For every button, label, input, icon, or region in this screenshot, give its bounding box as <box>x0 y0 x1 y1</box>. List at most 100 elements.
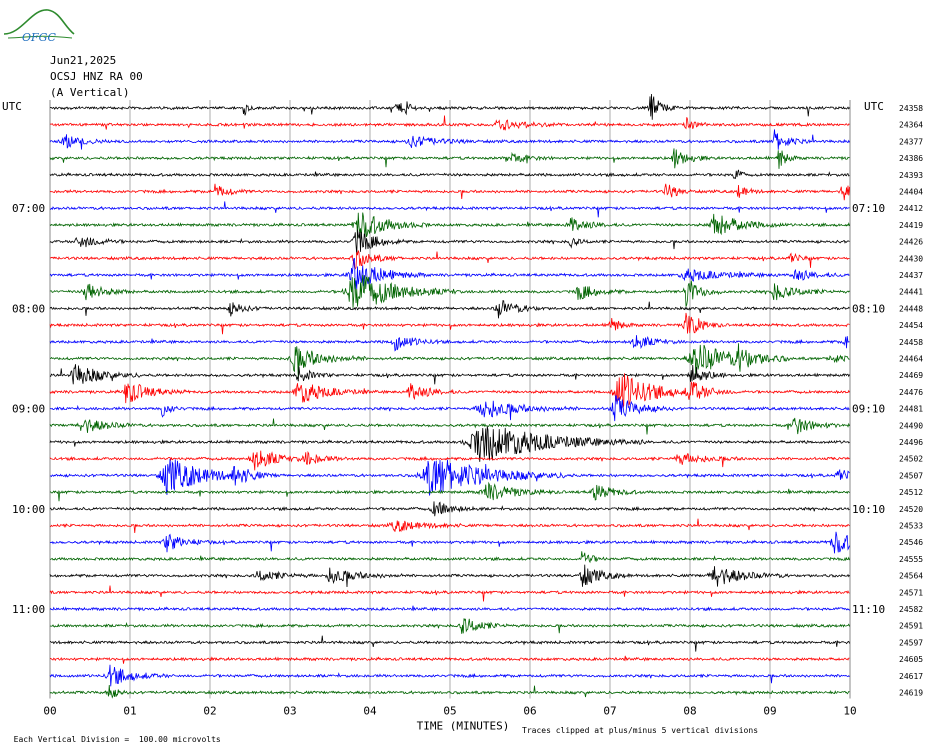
row-number: 24481 <box>899 405 923 414</box>
x-tick-00: 00 <box>43 705 56 718</box>
x-tick-06: 06 <box>523 705 536 718</box>
right-time-label: 10:10 <box>852 503 885 516</box>
x-tick-01: 01 <box>123 705 136 718</box>
station-label: OCSJ HNZ RA 00 <box>50 70 143 83</box>
row-number: 24605 <box>899 655 923 664</box>
trace-row-5 <box>49 183 850 201</box>
row-number: 24437 <box>899 271 923 280</box>
trace-row-12 <box>49 300 850 319</box>
row-number: 24617 <box>899 672 923 681</box>
trace-row-4 <box>49 169 850 180</box>
logo-text: OFGC <box>22 31 56 44</box>
scale-note-text: Each Vertical Division = 100.00 microvol… <box>13 735 221 744</box>
trace-row-33 <box>49 655 850 664</box>
trace-row-17 <box>49 373 850 408</box>
row-number: 24441 <box>899 288 923 297</box>
date-label: Jun21,2025 <box>50 54 117 67</box>
trace-row-1 <box>49 115 850 131</box>
trace-row-27 <box>49 551 850 564</box>
trace-row-0 <box>49 94 850 120</box>
x-tick-05: 05 <box>443 705 456 718</box>
row-number: 24533 <box>899 522 923 531</box>
trace-row-31 <box>49 618 850 634</box>
trace-row-21 <box>49 450 850 471</box>
trace-row-8 <box>49 229 850 256</box>
right-time-label: 09:10 <box>852 403 885 416</box>
trace-row-11 <box>49 274 850 308</box>
left-time-label: 08:00 <box>12 302 45 315</box>
right-time-label: 07:10 <box>852 202 885 215</box>
trace-row-7 <box>49 212 850 239</box>
trace-row-22 <box>49 458 850 496</box>
trace-row-9 <box>49 250 850 270</box>
trace-row-3 <box>49 148 850 169</box>
row-number: 24386 <box>899 154 923 163</box>
row-number: 24393 <box>899 171 923 180</box>
x-tick-07: 07 <box>603 705 616 718</box>
row-number: 24507 <box>899 471 923 480</box>
seismic-traces <box>49 94 850 699</box>
component-label: (A Vertical) <box>50 86 130 99</box>
trace-row-2 <box>49 129 850 150</box>
trace-row-32 <box>49 635 850 652</box>
trace-row-10 <box>49 257 850 290</box>
trace-row-6 <box>49 201 850 218</box>
row-number: 24619 <box>899 689 923 698</box>
left-time-label: 11:00 <box>12 603 45 616</box>
row-number: 24364 <box>899 121 923 130</box>
trace-row-19 <box>49 417 850 435</box>
trace-row-26 <box>49 531 850 554</box>
left-time-label: 09:00 <box>12 403 45 416</box>
right-utc-label: UTC <box>864 100 884 113</box>
row-number: 24502 <box>899 455 923 464</box>
row-number: 24476 <box>899 388 923 397</box>
right-time-label: 11:10 <box>852 603 885 616</box>
x-tick-04: 04 <box>363 705 377 718</box>
row-number: 24464 <box>899 355 923 364</box>
trace-row-13 <box>49 312 850 335</box>
trace-row-16 <box>49 364 850 385</box>
row-number: 24564 <box>899 572 923 581</box>
trace-row-24 <box>49 501 850 517</box>
row-number: 24412 <box>899 204 923 213</box>
row-number: 24490 <box>899 421 923 430</box>
x-tick-09: 09 <box>763 705 776 718</box>
row-number: 24454 <box>899 321 923 330</box>
row-number: 24448 <box>899 304 923 313</box>
logo-icon: OFGC <box>3 9 75 44</box>
trace-row-25 <box>49 518 850 533</box>
row-number: 24358 <box>899 104 923 113</box>
grid-lines <box>49 100 851 699</box>
left-time-label: 10:00 <box>12 503 45 516</box>
right-time-label: 08:10 <box>852 302 885 315</box>
trace-row-34 <box>49 664 850 687</box>
scale-note: Each Vertical Division = 100.00 microvol… <box>4 726 221 744</box>
x-axis-label: TIME (MINUTES) <box>417 720 510 733</box>
x-tick-10: 10 <box>843 705 856 718</box>
row-number: 24582 <box>899 605 923 614</box>
row-number: 24512 <box>899 488 923 497</box>
trace-row-29 <box>49 585 850 602</box>
left-utc-label: UTC <box>2 100 22 113</box>
trace-row-30 <box>49 605 850 612</box>
x-tick-08: 08 <box>683 705 696 718</box>
trace-row-18 <box>49 395 850 422</box>
x-tick-02: 02 <box>203 705 216 718</box>
row-number: 24458 <box>899 338 923 347</box>
trace-row-20 <box>49 426 850 462</box>
row-number: 24377 <box>899 137 923 146</box>
trace-row-28 <box>49 564 850 587</box>
row-number: 24555 <box>899 555 923 564</box>
trace-row-15 <box>49 343 850 378</box>
row-number: 24496 <box>899 438 923 447</box>
row-number: 24430 <box>899 254 923 263</box>
row-number: 24419 <box>899 221 923 230</box>
clip-note: Traces clipped at plus/minus 5 vertical … <box>522 726 759 735</box>
row-number: 24520 <box>899 505 923 514</box>
row-number: 24571 <box>899 588 923 597</box>
axis-labels: 00 01 02 03 04 05 06 07 08 09 10 TIME (MINUTES) UTC U… <box>2 100 923 733</box>
row-number: 24404 <box>899 188 923 197</box>
row-number: 24546 <box>899 538 923 547</box>
row-number: 24591 <box>899 622 923 631</box>
